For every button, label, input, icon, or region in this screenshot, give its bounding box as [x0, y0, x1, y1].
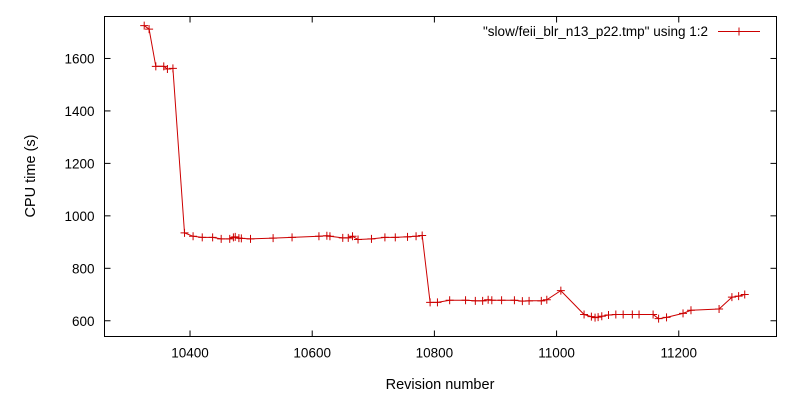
data-point-marker — [380, 233, 389, 242]
data-point-marker — [556, 286, 565, 295]
y-tick-label: 800 — [72, 261, 95, 276]
data-point-marker — [208, 233, 217, 242]
data-point-marker — [580, 310, 589, 319]
data-point-marker — [367, 234, 376, 243]
data-point-marker — [237, 234, 246, 243]
data-point-marker — [325, 232, 334, 241]
data-point-marker — [231, 232, 240, 241]
data-point-marker — [140, 21, 149, 30]
data-point-marker — [611, 310, 620, 319]
legend: "slow/feii_blr_n13_p22.tmp" using 1:2 — [483, 24, 760, 39]
data-point-marker — [269, 234, 278, 243]
data-point-marker — [344, 233, 353, 242]
data-point-marker — [445, 296, 454, 305]
data-point-marker — [168, 64, 177, 73]
x-tick-label: 10400 — [171, 346, 209, 361]
y-tick-label: 1600 — [64, 51, 94, 66]
legend-marker — [735, 27, 743, 36]
x-tick-label: 11000 — [538, 346, 575, 361]
data-point-marker — [145, 25, 154, 34]
data-point-marker — [740, 290, 749, 299]
y-tick-label: 600 — [72, 314, 95, 329]
data-point-marker — [604, 310, 613, 319]
data-point-marker — [163, 64, 172, 73]
data-point-marker — [391, 233, 400, 242]
data-point-marker — [654, 314, 663, 323]
plot-frame — [104, 16, 777, 337]
data-point-marker — [686, 306, 695, 315]
data-point-marker — [518, 297, 527, 306]
data-point-marker — [510, 296, 519, 305]
data-point-marker — [217, 234, 226, 243]
data-point-marker — [649, 310, 658, 319]
data-point-marker — [412, 232, 421, 241]
x-axis-title: Revision number — [386, 377, 495, 393]
data-point-marker — [715, 304, 724, 313]
data-point-marker — [198, 233, 207, 242]
data-point-marker — [679, 309, 688, 318]
x-tick-label: 10800 — [416, 346, 454, 361]
data-point-marker — [497, 296, 506, 305]
data-point-marker — [542, 295, 551, 304]
data-point-marker — [635, 310, 644, 319]
data-point-marker — [246, 234, 255, 243]
data-point-marker — [229, 233, 238, 242]
x-axis: 10400 10600 10800 11000 11200 — [171, 16, 697, 361]
data-point-marker — [151, 62, 160, 71]
data-point-marker — [433, 298, 442, 307]
y-tick-label: 1400 — [64, 104, 94, 119]
data-point-marker — [461, 296, 470, 305]
series-layer — [140, 21, 749, 323]
data-point-marker — [662, 313, 671, 322]
data-point-marker — [471, 296, 480, 305]
data-point-marker — [734, 292, 743, 301]
data-point-marker — [619, 310, 628, 319]
data-point-marker — [487, 296, 496, 305]
data-point-marker — [189, 232, 198, 241]
data-point-marker — [348, 232, 357, 241]
data-point-marker — [180, 228, 189, 237]
data-point-marker — [587, 312, 596, 321]
data-point-marker — [597, 312, 606, 321]
x-tick-label: 11200 — [660, 346, 697, 361]
data-point-marker — [727, 293, 736, 302]
data-point-marker — [594, 313, 603, 322]
data-point-marker — [525, 296, 534, 305]
data-point-marker — [426, 298, 435, 307]
data-point-marker — [484, 295, 493, 304]
data-point-marker — [314, 232, 323, 241]
data-point-marker — [628, 310, 637, 319]
x-tick-label: 10600 — [293, 346, 331, 361]
legend-label: "slow/feii_blr_n13_p22.tmp" using 1:2 — [483, 24, 708, 39]
data-point-marker — [354, 235, 363, 244]
y-tick-label: 1200 — [64, 156, 94, 171]
data-point-marker — [288, 233, 297, 242]
data-point-marker — [537, 296, 546, 305]
data-point-marker — [478, 296, 487, 305]
series-line — [143, 25, 745, 320]
data-point-marker — [418, 231, 427, 240]
y-axis: 600 800 1000 1200 1400 1600 — [64, 51, 777, 329]
y-axis-title: CPU time (s) — [23, 135, 39, 218]
legend-plus-marker — [735, 27, 743, 36]
data-point-marker — [225, 234, 234, 243]
y-tick-label: 1000 — [64, 209, 94, 224]
data-point-marker — [403, 232, 412, 241]
